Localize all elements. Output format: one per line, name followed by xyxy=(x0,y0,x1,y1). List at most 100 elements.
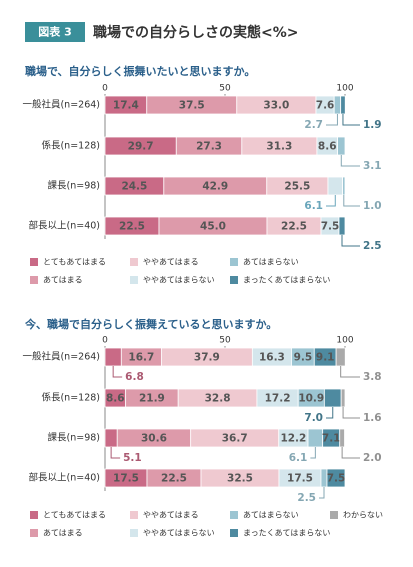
category-label: 部長以上(n=40) xyxy=(29,472,100,484)
legend-swatch xyxy=(130,258,138,266)
leader-line xyxy=(342,407,360,419)
bar-segment xyxy=(307,428,324,448)
bar-segment xyxy=(342,176,346,196)
value-label: 22.5 xyxy=(281,221,307,233)
category-label: 係長(n=128) xyxy=(41,393,100,404)
x-tick-label: 0 xyxy=(102,84,108,94)
value-label: 7.5 xyxy=(327,473,346,485)
value-label: 32.8 xyxy=(205,393,231,405)
value-label: 37.9 xyxy=(194,352,220,364)
bar-segment xyxy=(335,347,346,367)
bar-segment xyxy=(326,468,346,488)
bar-segment xyxy=(339,428,345,448)
x-tick-label: 0 xyxy=(102,336,108,346)
value-label: 2.5 xyxy=(297,492,316,504)
category-label: 課長(n=98) xyxy=(48,432,100,444)
value-label: 6.8 xyxy=(125,371,144,383)
bar-segment xyxy=(104,347,122,367)
leader-line xyxy=(343,195,360,207)
value-label: 2.7 xyxy=(304,119,323,131)
leader-line xyxy=(341,235,360,247)
value-label: 1.9 xyxy=(363,119,382,131)
legend-label: あてはまる xyxy=(43,529,83,538)
value-label: 6.1 xyxy=(304,200,323,212)
value-label: 2.0 xyxy=(363,452,382,464)
legend-label: ややあてはまる xyxy=(143,258,199,267)
value-label: 8.6 xyxy=(318,141,337,153)
chart-title: 職場で、自分らしく振舞いたいと思いますか。 xyxy=(25,64,255,78)
legend-swatch xyxy=(30,276,38,284)
legend-swatch xyxy=(30,529,38,537)
legend-label: わからない xyxy=(343,511,383,520)
value-label: 36.7 xyxy=(222,433,248,445)
x-tick-label: 100 xyxy=(336,84,353,94)
value-label: 2.5 xyxy=(363,240,382,252)
legend-swatch xyxy=(130,276,138,284)
legend-label: まったくあてはまらない xyxy=(243,276,330,285)
leader-line xyxy=(112,366,123,378)
value-label: 10.9 xyxy=(298,393,324,405)
legend-label: とてもあてはまる xyxy=(43,258,106,267)
value-label: 25.5 xyxy=(284,181,310,193)
badge-bg xyxy=(25,22,85,42)
legend-swatch xyxy=(30,511,38,519)
value-label: 21.9 xyxy=(139,393,165,405)
bar-segment xyxy=(340,388,346,408)
value-label: 9.5 xyxy=(294,352,313,364)
category-label: 係長(n=128) xyxy=(41,141,100,152)
value-label: 22.5 xyxy=(161,473,187,485)
value-label: 12.2 xyxy=(280,433,306,445)
legend-label: あてはまらない xyxy=(243,258,299,267)
value-label: 22.5 xyxy=(119,221,145,233)
value-label: 17.5 xyxy=(287,473,313,485)
value-label: 7.5 xyxy=(321,221,340,233)
value-label: 37.5 xyxy=(179,100,205,112)
value-label: 32.5 xyxy=(227,473,253,485)
legend-label: あてはまらない xyxy=(243,511,299,520)
x-tick-label: 50 xyxy=(219,336,231,346)
bar-segment xyxy=(323,388,342,408)
leader-line xyxy=(310,447,316,459)
figure-title: 職場での自分らしさの実態<%> xyxy=(93,24,299,41)
value-label: 16.7 xyxy=(128,352,154,364)
value-label: 8.6 xyxy=(106,393,125,405)
category-label: 部長以上(n=40) xyxy=(29,220,100,232)
value-label: 7.1 xyxy=(322,433,341,445)
category-label: 課長(n=98) xyxy=(48,180,100,192)
legend-swatch xyxy=(30,258,38,266)
value-label: 29.7 xyxy=(128,141,154,153)
legend-swatch xyxy=(230,276,238,284)
legend-label: あてはまる xyxy=(43,276,83,285)
value-label: 3.1 xyxy=(363,160,382,172)
leader-line xyxy=(110,447,121,459)
bar-segment xyxy=(333,95,342,115)
leader-line xyxy=(326,114,338,126)
x-tick-label: 100 xyxy=(336,336,353,346)
value-label: 31.3 xyxy=(266,141,292,153)
legend-label: ややあてはまる xyxy=(143,511,199,520)
value-label: 3.8 xyxy=(363,371,382,383)
value-label: 7.6 xyxy=(316,100,335,112)
value-label: 17.5 xyxy=(113,473,139,485)
legend-label: まったくあてはまらない xyxy=(243,529,330,538)
value-label: 9.1 xyxy=(316,352,335,364)
value-label: 17.4 xyxy=(113,100,139,112)
value-label: 6.1 xyxy=(289,452,308,464)
value-label: 16.3 xyxy=(259,352,285,364)
value-label: 27.3 xyxy=(196,141,222,153)
chart-title: 今、職場で自分らしく振舞えていると思いますか。 xyxy=(24,317,277,331)
value-label: 17.2 xyxy=(265,393,291,405)
legend-swatch xyxy=(230,529,238,537)
bar-segment xyxy=(337,136,346,156)
category-label: 一般社員(n=264) xyxy=(22,351,100,363)
value-label: 33.0 xyxy=(263,100,289,112)
value-label: 7.0 xyxy=(304,412,323,424)
leader-line xyxy=(326,195,336,207)
legend-swatch xyxy=(230,511,238,519)
value-label: 1.6 xyxy=(363,412,382,424)
value-label: 5.1 xyxy=(123,452,142,464)
leader-line xyxy=(326,407,334,419)
legend-swatch xyxy=(130,529,138,537)
bar-segment xyxy=(327,176,343,196)
